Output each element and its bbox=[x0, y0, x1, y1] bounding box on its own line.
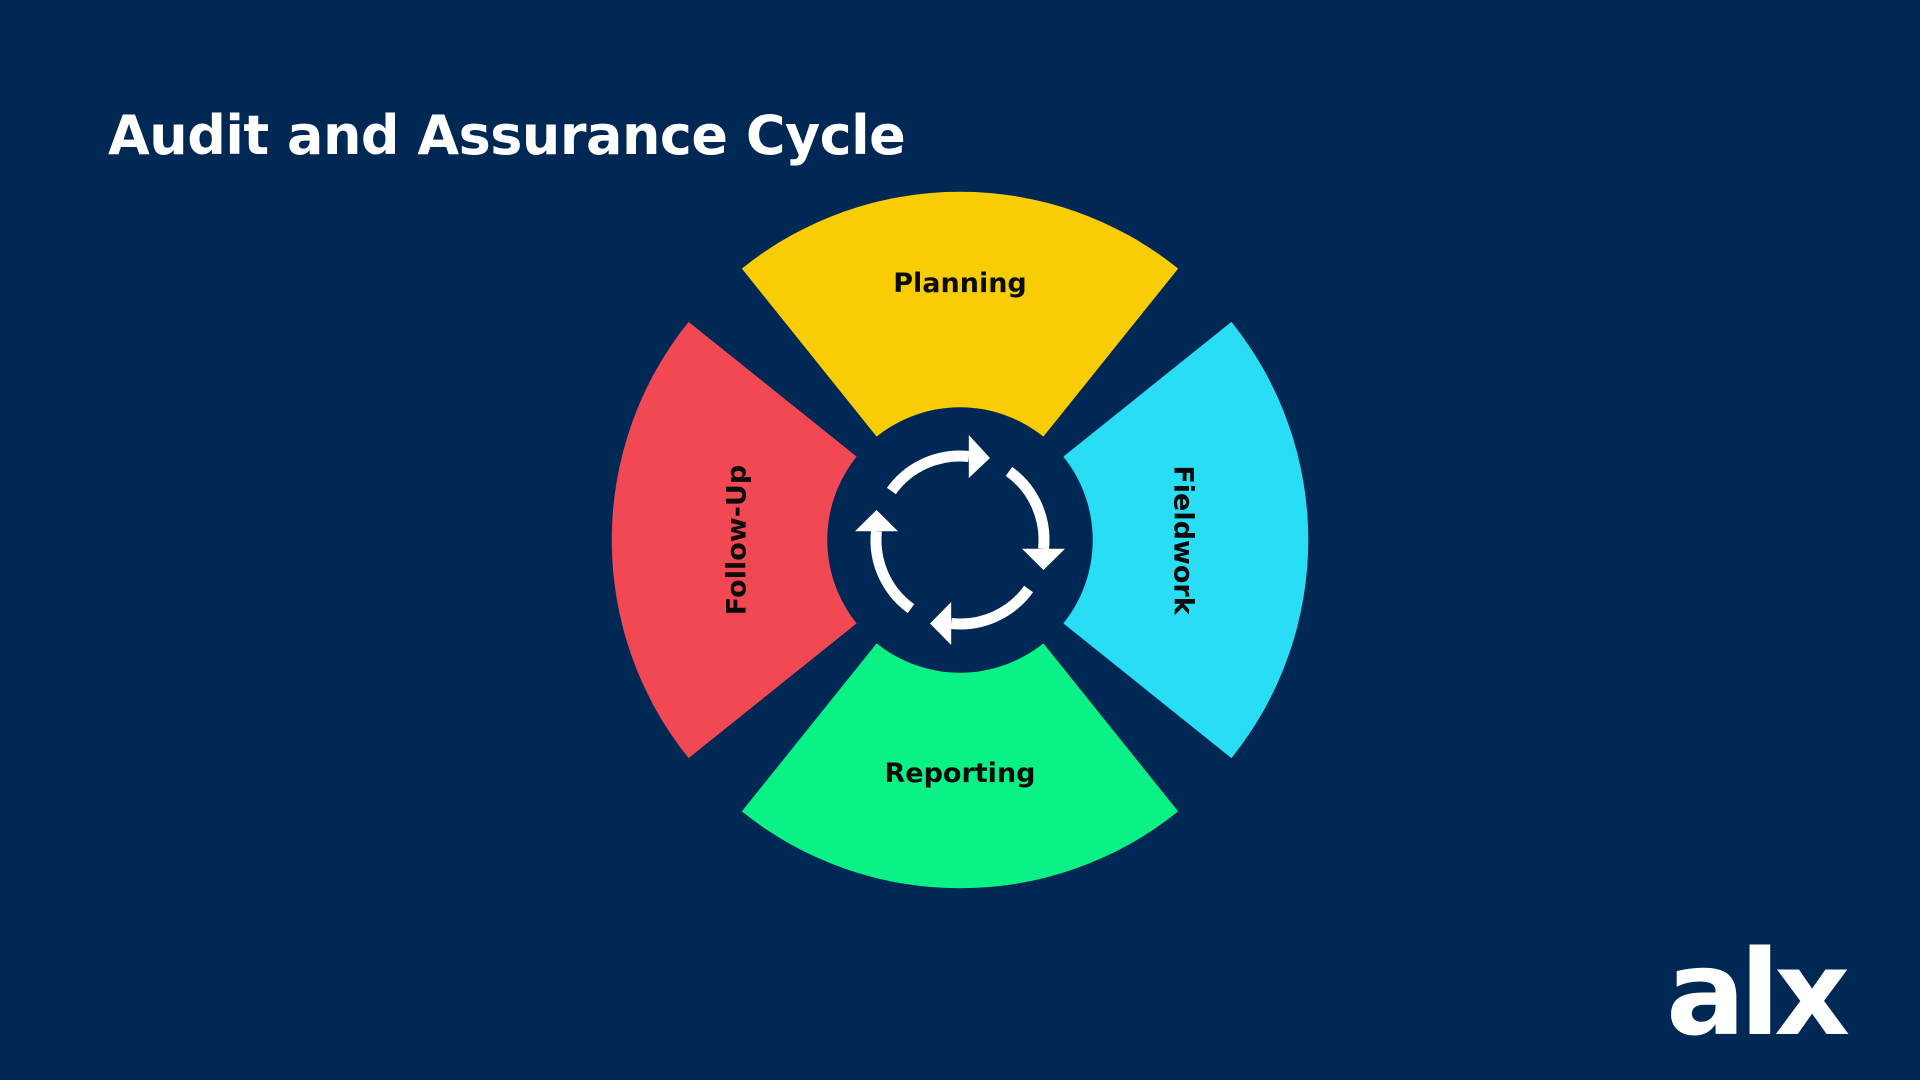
cycle-arrows-icon bbox=[855, 435, 1065, 645]
stage-label-reporting: Reporting bbox=[884, 758, 1035, 789]
logo-text: alx bbox=[1666, 930, 1849, 1040]
stage-label-follow-up: Follow-Up bbox=[722, 465, 753, 615]
page-title: Audit and Assurance Cycle bbox=[108, 104, 906, 167]
stage-label-fieldwork: Fieldwork bbox=[1168, 465, 1199, 615]
segment-reporting bbox=[741, 643, 1179, 889]
stage-label-planning: Planning bbox=[893, 268, 1027, 299]
alx-logo: alx bbox=[1666, 930, 1855, 1040]
segment-follow-up bbox=[611, 321, 857, 759]
segment-fieldwork bbox=[1063, 321, 1309, 759]
segment-planning bbox=[741, 191, 1179, 437]
